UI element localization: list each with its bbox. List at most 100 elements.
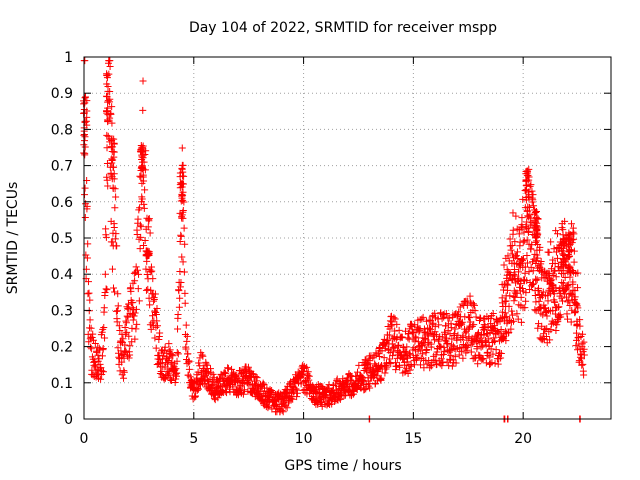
data-point bbox=[520, 237, 528, 245]
data-point bbox=[572, 342, 580, 350]
data-point bbox=[126, 351, 134, 359]
data-point bbox=[175, 303, 183, 311]
data-point bbox=[435, 343, 443, 351]
data-point bbox=[506, 292, 514, 300]
data-point bbox=[111, 204, 119, 212]
data-point bbox=[410, 361, 418, 369]
data-point bbox=[423, 345, 431, 353]
data-point bbox=[526, 203, 534, 211]
data-point bbox=[515, 268, 523, 276]
data-point bbox=[450, 330, 458, 338]
data-point bbox=[215, 382, 223, 390]
data-point bbox=[503, 313, 511, 321]
axis-ticks: 00.10.20.30.40.50.60.70.80.910 5 10 15 20 bbox=[51, 50, 611, 447]
data-point bbox=[146, 229, 154, 237]
data-point bbox=[109, 185, 117, 193]
data-point bbox=[528, 241, 536, 249]
data-point bbox=[564, 281, 572, 289]
data-point bbox=[181, 289, 189, 297]
data-point bbox=[179, 168, 187, 176]
data-point bbox=[405, 350, 413, 358]
data-point bbox=[81, 94, 89, 102]
data-point bbox=[513, 248, 521, 256]
data-point bbox=[102, 233, 110, 241]
data-point bbox=[522, 289, 530, 297]
data-point bbox=[529, 267, 537, 275]
data-point bbox=[572, 299, 580, 307]
data-point bbox=[479, 355, 487, 363]
data-point bbox=[521, 304, 529, 312]
data-point bbox=[383, 363, 391, 371]
data-point bbox=[185, 365, 193, 373]
data-point bbox=[508, 307, 516, 315]
data-point bbox=[481, 322, 489, 330]
data-point bbox=[136, 147, 144, 155]
data-point bbox=[549, 271, 557, 279]
data-point bbox=[476, 334, 484, 342]
data-point bbox=[569, 224, 577, 232]
data-point bbox=[102, 225, 110, 233]
data-point bbox=[506, 317, 514, 325]
y-tick-label: 0.2 bbox=[51, 340, 73, 356]
data-point bbox=[435, 321, 443, 329]
data-point bbox=[552, 273, 560, 281]
data-point bbox=[527, 245, 535, 253]
y-tick-label: 1 bbox=[64, 50, 73, 66]
data-point bbox=[103, 108, 111, 116]
data-point bbox=[112, 230, 120, 238]
data-point bbox=[558, 247, 566, 255]
data-point bbox=[150, 297, 158, 305]
data-point bbox=[566, 301, 574, 309]
data-point bbox=[447, 324, 455, 332]
data-point bbox=[534, 254, 542, 262]
data-point bbox=[468, 322, 476, 330]
data-point bbox=[519, 195, 527, 203]
data-point bbox=[448, 335, 456, 343]
data-point bbox=[491, 338, 499, 346]
data-point bbox=[572, 301, 580, 309]
data-point bbox=[463, 346, 471, 354]
data-point bbox=[113, 318, 121, 326]
data-point bbox=[546, 336, 554, 344]
data-point bbox=[401, 368, 409, 376]
data-point bbox=[469, 300, 477, 308]
data-point bbox=[550, 267, 558, 275]
data-point bbox=[386, 317, 394, 325]
data-point bbox=[395, 326, 403, 334]
data-point bbox=[553, 321, 561, 329]
data-point bbox=[444, 340, 452, 348]
data-point bbox=[448, 362, 456, 370]
data-point bbox=[109, 156, 117, 164]
data-point bbox=[303, 363, 311, 371]
data-point bbox=[122, 317, 130, 325]
data-point bbox=[502, 337, 510, 345]
data-point bbox=[132, 325, 140, 333]
data-point bbox=[173, 348, 181, 356]
data-point bbox=[508, 311, 516, 319]
data-points bbox=[80, 57, 588, 423]
data-point bbox=[525, 268, 533, 276]
data-point bbox=[125, 332, 133, 340]
y-axis-label: SRMTID / TECUs bbox=[5, 182, 21, 295]
data-point bbox=[317, 399, 325, 407]
data-point bbox=[523, 259, 531, 267]
data-point bbox=[114, 290, 122, 298]
data-point bbox=[393, 362, 401, 370]
data-point bbox=[561, 286, 569, 294]
data-point bbox=[566, 246, 574, 254]
data-point bbox=[523, 176, 531, 184]
data-point bbox=[574, 269, 582, 277]
x-tick-label: 0 bbox=[80, 431, 89, 447]
data-point bbox=[82, 251, 90, 259]
data-point bbox=[552, 284, 560, 292]
data-point bbox=[566, 237, 574, 245]
data-point bbox=[194, 385, 202, 393]
data-point bbox=[393, 354, 401, 362]
data-point bbox=[439, 359, 447, 367]
data-point bbox=[564, 298, 572, 306]
data-point bbox=[571, 293, 579, 301]
y-tick-label: 0.3 bbox=[51, 303, 73, 319]
data-point bbox=[125, 300, 133, 308]
data-point bbox=[184, 350, 192, 358]
y-tick-label: 0.4 bbox=[51, 267, 73, 283]
